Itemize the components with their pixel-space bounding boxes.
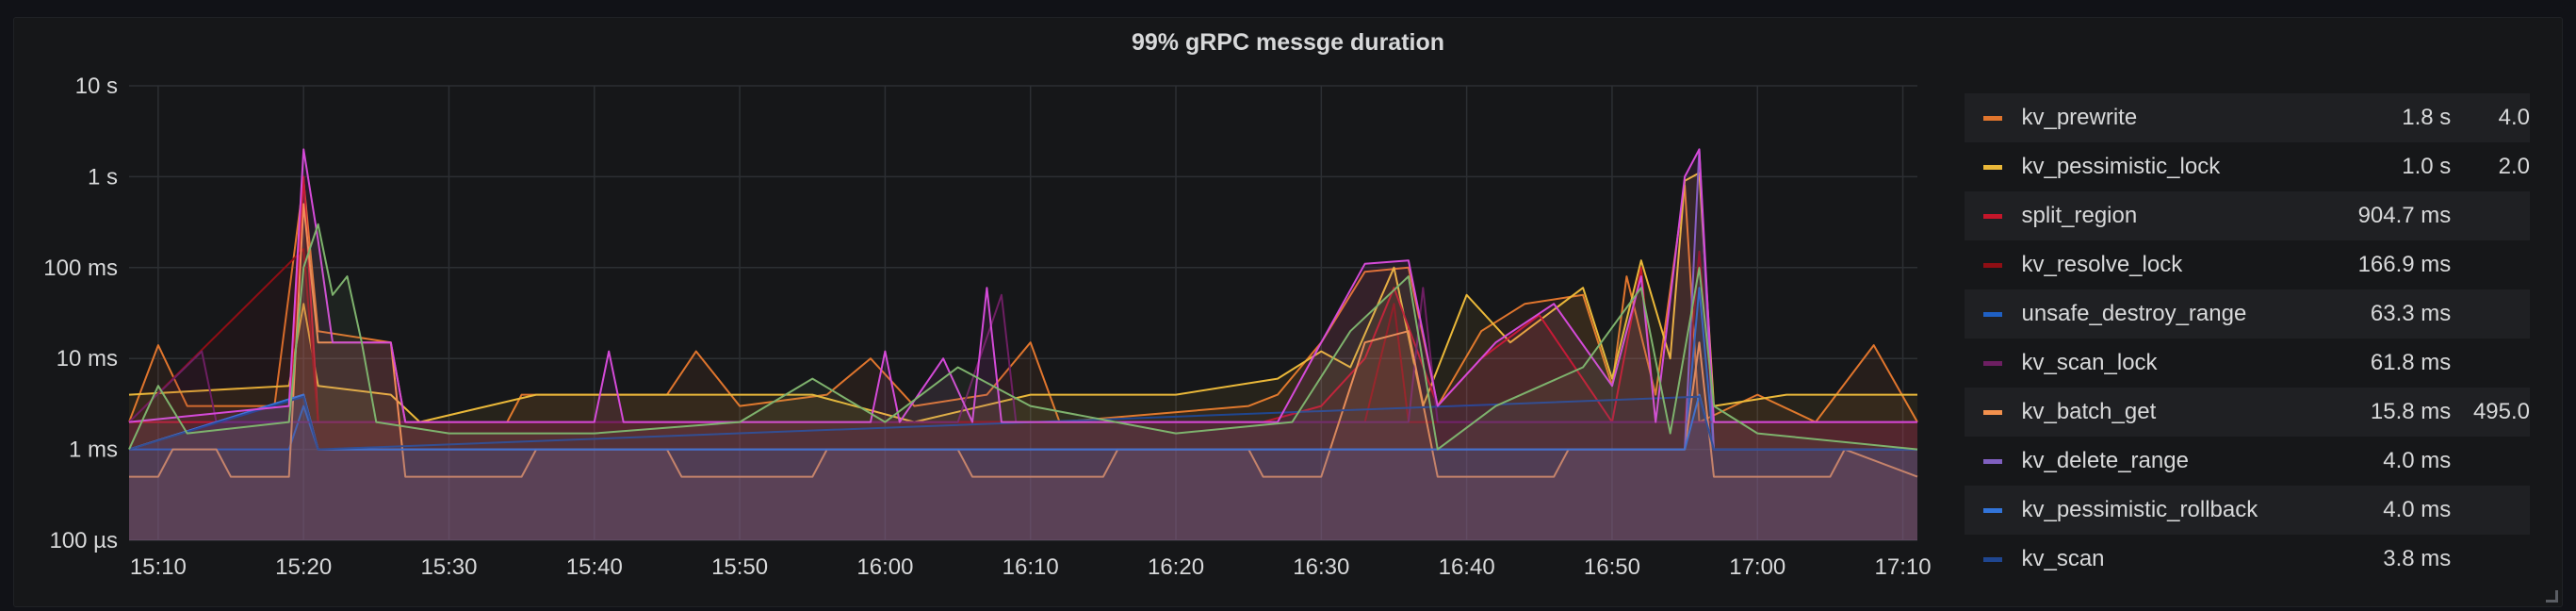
chart-legend: kv_prewrite 1.8 s 4.0 kv_pessimistic_lock 1.… bbox=[1965, 93, 2530, 584]
legend-swatch bbox=[1983, 409, 2003, 415]
legend-item[interactable]: kv_resolve_lock 166.9 ms bbox=[1965, 240, 2530, 289]
legend-item[interactable]: kv_scan_lock 61.8 ms bbox=[1965, 339, 2530, 388]
panel-title[interactable]: 99% gRPC messge duration bbox=[1131, 29, 1445, 56]
legend-current-value: 4.0 ms bbox=[2383, 448, 2452, 473]
x-tick-label: 15:10 bbox=[130, 554, 187, 580]
legend-label: kv_resolve_lock bbox=[2021, 252, 2183, 277]
legend-current-value: 3.8 ms bbox=[2383, 546, 2452, 571]
legend-current-value: 61.8 ms bbox=[2370, 350, 2452, 375]
x-tick-label: 15:30 bbox=[420, 554, 477, 580]
x-tick-label: 16:10 bbox=[1003, 554, 1059, 580]
x-tick-label: 16:20 bbox=[1148, 554, 1204, 580]
y-tick-label: 1 s bbox=[88, 164, 118, 190]
legend-label: kv_scan bbox=[2021, 546, 2105, 571]
x-tick-label: 16:40 bbox=[1439, 554, 1495, 580]
legend-label: split_region bbox=[2021, 203, 2138, 228]
series-area bbox=[129, 180, 1917, 541]
y-tick-label: 10 ms bbox=[57, 346, 118, 372]
legend-swatch bbox=[1983, 213, 2003, 219]
legend-item[interactable]: kv_batch_get 15.8 ms 495.0 bbox=[1965, 388, 2530, 437]
legend-current-value: 4.0 ms bbox=[2383, 497, 2452, 522]
series-line bbox=[128, 248, 1917, 423]
y-tick-label: 1 ms bbox=[69, 438, 118, 463]
series-area bbox=[129, 149, 1917, 540]
legend-item[interactable]: unsafe_destroy_range 63.3 ms bbox=[1965, 289, 2530, 339]
legend-label: kv_prewrite bbox=[2021, 105, 2138, 130]
x-tick-label: 17:10 bbox=[1875, 554, 1932, 580]
legend-label: kv_delete_range bbox=[2021, 448, 2189, 473]
legend-swatch bbox=[1983, 262, 2003, 268]
legend-swatch bbox=[1983, 507, 2003, 513]
legend-label: kv_pessimistic_rollback bbox=[2021, 497, 2258, 522]
series-line bbox=[129, 175, 1917, 423]
resize-handle[interactable] bbox=[2546, 590, 2558, 603]
legend-item[interactable]: kv_pessimistic_lock 1.0 s 2.0 bbox=[1965, 142, 2530, 191]
legend-current-value: 166.9 ms bbox=[2357, 252, 2452, 277]
legend-label: kv_batch_get bbox=[2021, 399, 2157, 424]
chart-plot: 10 s 1 s 100 ms 10 ms 1 ms 100 µs 15:10 15:20 15… bbox=[43, 74, 1932, 580]
legend-item[interactable]: kv_prewrite 1.8 s 4.0 bbox=[1965, 93, 2530, 142]
legend-current-value: 904.7 ms bbox=[2357, 203, 2452, 228]
series-area bbox=[129, 394, 1917, 540]
series-line bbox=[128, 395, 1917, 451]
legend-current-value: 63.3 ms bbox=[2370, 301, 2452, 326]
legend-swatch bbox=[1983, 458, 2003, 464]
legend-swatch bbox=[1983, 115, 2003, 121]
y-tick-label: 10 s bbox=[75, 74, 118, 99]
x-tick-label: 16:50 bbox=[1584, 554, 1640, 580]
series-area bbox=[129, 204, 1917, 540]
y-tick-label: 100 ms bbox=[43, 256, 118, 281]
legend-current-value: 15.8 ms bbox=[2370, 399, 2452, 424]
x-tick-label: 17:00 bbox=[1729, 554, 1785, 580]
legend-item[interactable]: kv_pessimistic_rollback 4.0 ms bbox=[1965, 486, 2530, 535]
legend-max-value: 2.0 bbox=[2498, 154, 2531, 179]
x-tick-label: 15:20 bbox=[275, 554, 332, 580]
x-tick-label: 15:50 bbox=[711, 554, 768, 580]
x-tick-label: 15:40 bbox=[566, 554, 623, 580]
series-line bbox=[128, 148, 1917, 423]
series-area bbox=[129, 249, 1917, 540]
legend-item[interactable]: kv_delete_range 4.0 ms bbox=[1965, 437, 2530, 486]
legend-current-value: 1.8 s bbox=[2402, 105, 2452, 130]
y-tick-label: 100 µs bbox=[49, 528, 118, 553]
legend-max-value: 4.0 bbox=[2498, 105, 2531, 130]
series-line bbox=[128, 223, 1918, 451]
legend-item[interactable]: kv_scan 3.8 ms bbox=[1965, 535, 2530, 584]
series-area bbox=[129, 149, 1917, 540]
legend-swatch bbox=[1983, 556, 2003, 562]
series-area bbox=[129, 223, 1917, 541]
legend-label: kv_pessimistic_lock bbox=[2021, 154, 2221, 179]
legend-label: kv_scan_lock bbox=[2021, 350, 2158, 375]
legend-current-value: 1.0 s bbox=[2402, 154, 2452, 179]
series-area bbox=[129, 396, 1917, 540]
legend-item[interactable]: split_region 904.7 ms bbox=[1965, 191, 2530, 240]
legend-swatch bbox=[1983, 311, 2003, 317]
x-tick-label: 16:30 bbox=[1293, 554, 1349, 580]
legend-swatch bbox=[1983, 360, 2003, 366]
legend-label: unsafe_destroy_range bbox=[2021, 301, 2247, 326]
x-tick-label: 16:00 bbox=[856, 554, 913, 580]
legend-swatch bbox=[1983, 164, 2003, 170]
legend-max-value: 495.0 bbox=[2472, 399, 2531, 424]
series-line bbox=[128, 172, 1917, 423]
